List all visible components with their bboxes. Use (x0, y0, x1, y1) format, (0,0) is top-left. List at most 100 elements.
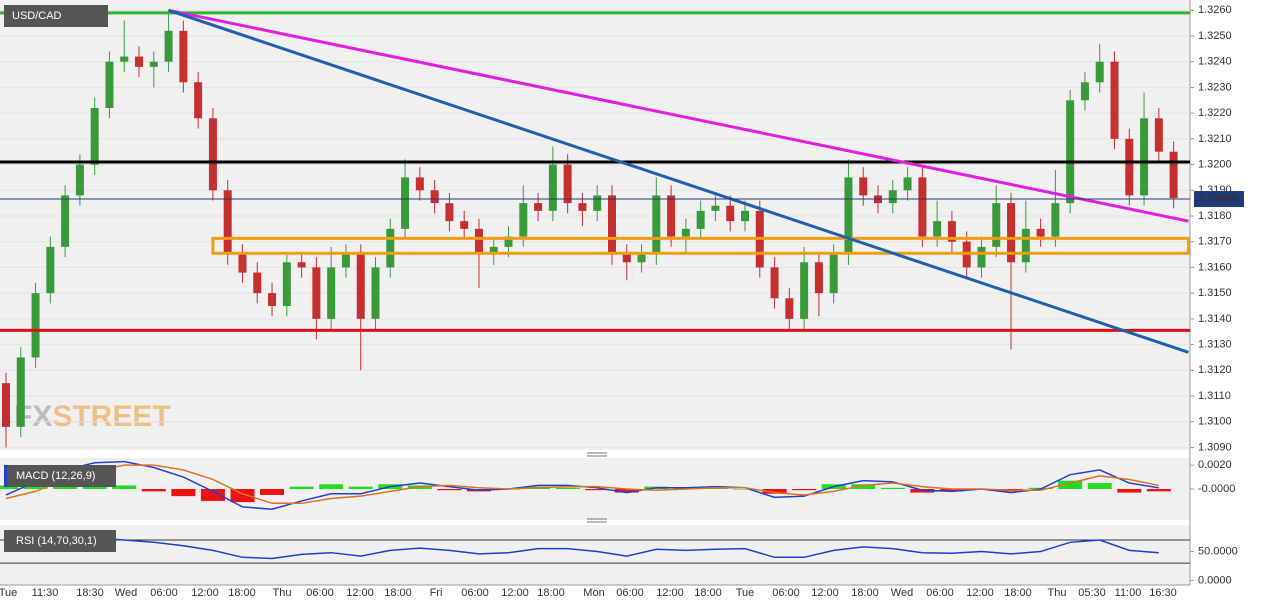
candle-body (401, 177, 410, 229)
candle-body (327, 267, 336, 319)
candle-body (46, 246, 55, 294)
histogram-bar (585, 489, 610, 491)
x-tick-label: 06:00 (772, 587, 800, 599)
candle-body (622, 254, 631, 263)
x-tick-label: 18:30 (76, 587, 104, 599)
trend-line (168, 8, 1189, 223)
candle-body (652, 195, 661, 255)
histogram-bar (792, 489, 817, 491)
candle-body (1066, 100, 1075, 204)
histogram-bar (1058, 480, 1083, 489)
candle-body (563, 164, 572, 204)
candle-body (1021, 228, 1030, 263)
histogram-bar (939, 489, 964, 492)
y-tick-label: -0.0000 (1198, 483, 1235, 495)
candle-body (105, 61, 114, 108)
histogram-bar (348, 486, 373, 489)
histogram-bar (437, 489, 462, 491)
y-tick-label: 1.3200 (1198, 158, 1232, 170)
candle-body (31, 293, 40, 358)
histogram-bar (141, 489, 166, 492)
histogram-bar (112, 485, 137, 489)
labels-layer: USD/CAD MACD (12,26,9) RSI (14,70,30,1) (4, 5, 116, 552)
y-tick-label: 1.3130 (1198, 338, 1232, 350)
candle-body (1154, 118, 1163, 152)
candle-body (667, 195, 676, 237)
candle-body (859, 177, 868, 196)
histogram-bar (319, 484, 344, 489)
chart-title: USD/CAD (12, 10, 62, 22)
x-tick-label: 12:00 (501, 587, 529, 599)
x-tick-label: Fri (430, 587, 443, 599)
x-tick-label: Mon (583, 587, 604, 599)
y-tick-label: 1.3240 (1198, 56, 1232, 68)
candle-body (135, 56, 144, 67)
histogram-bar (289, 486, 314, 489)
x-tick-label: 18:00 (228, 587, 256, 599)
x-tick-label: 06:00 (926, 587, 954, 599)
title-box (4, 5, 108, 27)
candle-body (489, 246, 498, 255)
candle-body (711, 205, 720, 211)
candle-body (844, 177, 853, 255)
candle-body (933, 221, 942, 237)
candle-body (696, 210, 705, 229)
panel-title: RSI (14,70,30,1) (16, 535, 97, 547)
candle-body (519, 203, 528, 237)
divider-handle[interactable] (587, 452, 607, 457)
x-tick-label: 06:00 (616, 587, 644, 599)
candle-body (371, 267, 380, 319)
candle-body (282, 262, 291, 306)
histogram-bar (555, 487, 580, 489)
candle-body (903, 177, 912, 191)
candle-body (1110, 61, 1119, 139)
y-tick-label: 1.3140 (1198, 313, 1232, 325)
candle-body (268, 293, 277, 306)
histogram-bar (880, 487, 905, 489)
histogram-bar (200, 489, 225, 501)
histogram-bar (0, 485, 18, 489)
candle-body (593, 195, 602, 211)
x-tick-label: Tue (736, 587, 755, 599)
x-tick-label: Thu (273, 587, 292, 599)
candle-body (238, 254, 247, 273)
y-tick-label: 1.3090 (1198, 441, 1232, 453)
histogram-bar (851, 484, 876, 489)
candle-body (208, 118, 217, 191)
divider-handle[interactable] (587, 518, 607, 523)
title-box (4, 465, 116, 487)
candle-body (179, 30, 188, 83)
candle-body (918, 177, 927, 237)
candle-body (800, 262, 809, 319)
watermark-text: FXSTREET (14, 400, 171, 433)
histogram-bar (171, 489, 196, 497)
candle-body (1095, 61, 1104, 83)
current-price-label: 1.31866 (1198, 193, 1238, 205)
candle-body (297, 262, 306, 268)
candle-body (460, 221, 469, 229)
x-tick-label: 06:00 (150, 587, 178, 599)
candle-body (829, 254, 838, 294)
candle-body (120, 56, 129, 62)
y-tick-label: 0.0000 (1198, 574, 1232, 586)
candle-body (16, 357, 25, 427)
candle-body (578, 203, 587, 211)
x-tick-label: 18:00 (537, 587, 565, 599)
x-tick-label: 18:00 (1004, 587, 1032, 599)
candle-body (194, 82, 203, 119)
candle-body (977, 246, 986, 268)
candle-body (770, 267, 779, 299)
y-tick-label: 1.3220 (1198, 107, 1232, 119)
panel-title: MACD (12,26,9) (16, 470, 95, 482)
x-tick-label: 06:00 (461, 587, 489, 599)
candle-body (164, 30, 173, 62)
watermark-part: STREET (52, 400, 170, 433)
x-tick-label: Wed (891, 587, 913, 599)
y-tick-label: 1.3110 (1198, 390, 1231, 402)
y-tick-label: 1.3160 (1198, 261, 1232, 273)
x-tick-label: 12:00 (966, 587, 994, 599)
y-tick-label: 1.3120 (1198, 364, 1232, 376)
histogram-bar (1117, 489, 1142, 493)
candle-body (445, 203, 454, 222)
